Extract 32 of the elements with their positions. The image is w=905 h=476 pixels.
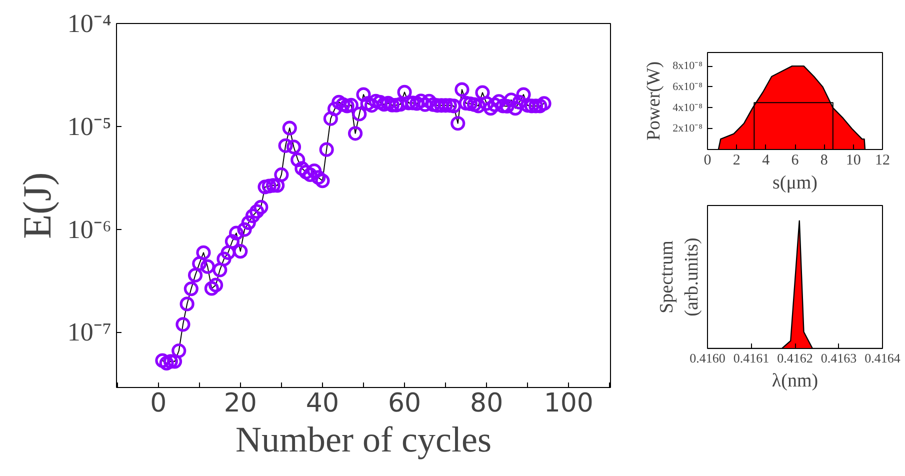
y-tick-label: 2x10⁻⁸ xyxy=(672,122,703,135)
x-tick-label: 0.4161 xyxy=(733,350,770,366)
x-tick-label: 40 xyxy=(306,388,340,418)
x-tick-label: 10 xyxy=(846,152,861,168)
x-tick-label: 20 xyxy=(224,388,257,418)
x-axis-title: Number of cycles xyxy=(236,420,492,460)
y-axis-title: Power(W) xyxy=(644,61,665,141)
y-tick-label: 10⁻⁵ xyxy=(67,112,112,141)
x-tick-label: 60 xyxy=(388,388,422,418)
y-tick-label: 6x10⁻⁸ xyxy=(672,80,703,93)
x-tick-label: 4 xyxy=(762,152,770,168)
y-tick-label: 10⁻⁶ xyxy=(67,214,112,244)
x-tick-label: 0.4164 xyxy=(864,350,901,366)
x-tick-label: 8 xyxy=(820,152,828,168)
x-tick-label: 0.4160 xyxy=(690,350,726,366)
x-tick-label: 100 xyxy=(544,388,594,418)
x-tick-label: 12 xyxy=(875,152,890,168)
x-tick-label: 0.4162 xyxy=(777,350,813,366)
y-axis-title: E(J) xyxy=(14,172,60,239)
y-tick-label: 10⁻⁴ xyxy=(67,9,112,38)
y-tick-label: 8x10⁻⁸ xyxy=(672,60,703,72)
y-axis-title: Spectrum (arb.units) xyxy=(656,238,702,316)
y-tick-label: 4x10⁻⁸ xyxy=(672,102,703,114)
y-tick-label: 10⁻⁷ xyxy=(67,318,112,347)
x-tick-label: 80 xyxy=(470,388,504,418)
x-tick-label: 0 xyxy=(704,152,712,168)
x-tick-label: 0 xyxy=(150,388,167,418)
x-tick-label: 0.4163 xyxy=(820,350,857,366)
x-tick-label: 6 xyxy=(791,152,800,168)
x-tick-label: 2 xyxy=(732,152,740,168)
x-axis-title: s(μm) xyxy=(772,172,818,194)
x-axis-title: λ(nm) xyxy=(772,370,818,392)
